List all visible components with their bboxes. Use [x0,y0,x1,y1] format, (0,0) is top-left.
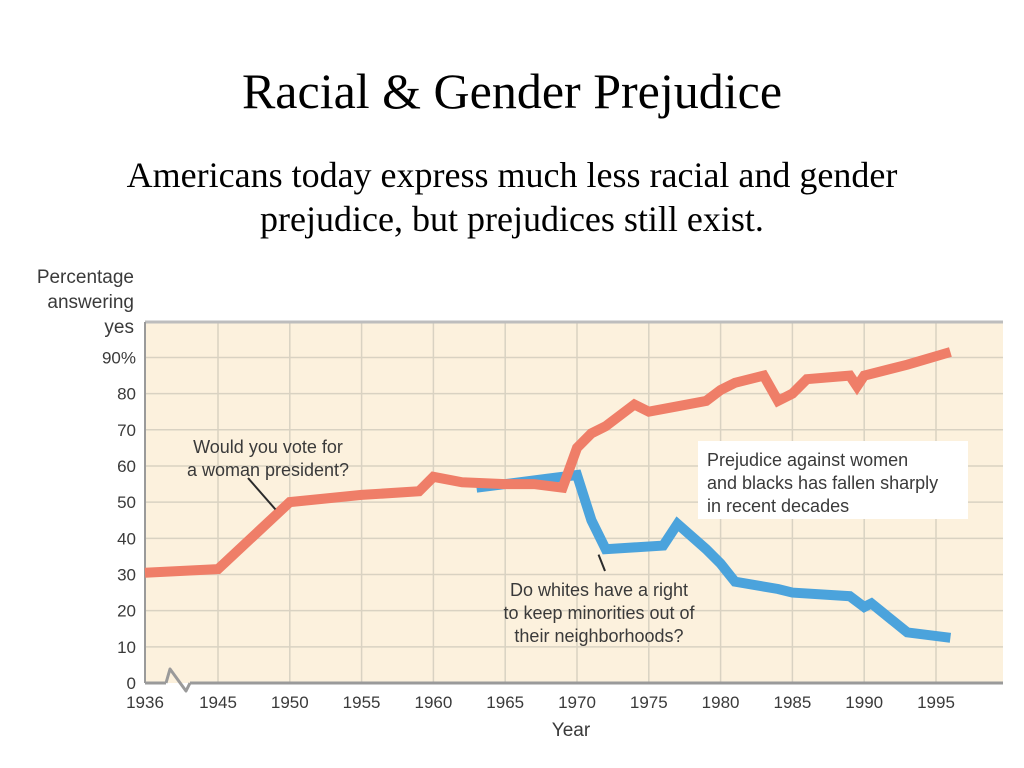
slide-title: Racial & Gender Prejudice [241,63,783,119]
annotation-text-woman-president: Would you vote for [193,437,343,457]
x-tick-label: 1936 [126,693,164,712]
axes [144,322,1003,693]
y-axis-title-line: yes [104,317,134,338]
y-axis-title-line: answering [47,292,134,313]
y-tick-label: 30 [117,565,136,584]
annotation-text-summary: in recent decades [707,496,849,516]
x-tick-label: 1970 [558,693,596,712]
annotation-text-summary: Prejudice against women [707,450,908,470]
y-tick-label: 60 [117,457,136,476]
slide-subtitle: Americans today express much less racial… [126,155,898,239]
x-tick-label: 1945 [199,693,237,712]
y-tick-label: 50 [117,493,136,512]
x-tick-label: 1995 [917,693,955,712]
x-tick-label: 1960 [414,693,452,712]
series-line-woman-president [144,347,952,578]
annotation-text-minorities: their neighborhoods? [514,626,683,646]
annotation-text-woman-president: a woman president? [187,460,349,480]
annotation-text-minorities: Do whites have a right [510,580,688,600]
annotation-box [698,441,968,519]
annotation-text-minorities: to keep minorities out of [503,603,695,623]
x-axis-title: Year [552,720,591,741]
axis-break-mark [164,667,192,693]
annotations: Would you vote for a woman president? Do w… [187,437,968,646]
x-tick-label: 1975 [630,693,668,712]
x-tick-label: 1950 [271,693,309,712]
x-tick-label: 1985 [773,693,811,712]
x-tick-label: 1955 [343,693,381,712]
axis-labels: 0 10 20 30 40 50 60 70 80 90% 1936 1945 1950 1955 1960… [37,267,955,741]
annotation-pointer-minorities [597,554,606,572]
y-tick-label: 10 [117,638,136,657]
annotation-pointer-woman-president [247,477,277,511]
y-tick-label: 0 [127,674,136,693]
y-axis-title-line: Percentage [37,267,134,288]
x-tick-label: 1980 [702,693,740,712]
series-line-minorities [475,469,952,643]
y-tick-label: 20 [117,602,136,621]
annotation-text-summary: and blacks has fallen sharply [707,473,938,493]
y-tick-label: 70 [117,421,136,440]
y-tick-label: 40 [117,529,136,548]
x-tick-label: 1965 [486,693,524,712]
y-tick-label: 90% [102,348,136,367]
x-tick-label: 1990 [845,693,883,712]
series-layer [144,347,952,643]
y-tick-label: 80 [117,385,136,404]
